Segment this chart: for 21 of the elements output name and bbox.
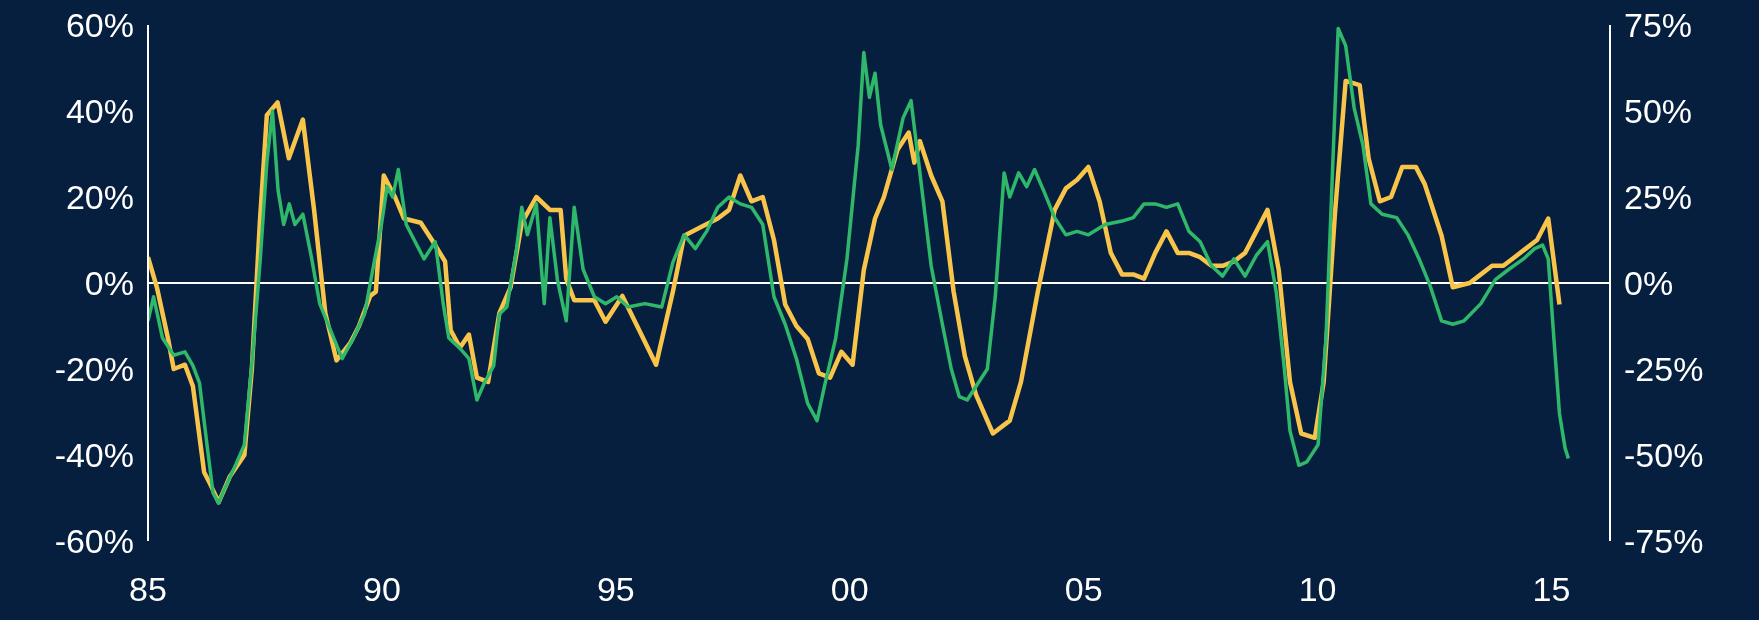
y2-tick-label: -25% [1624, 350, 1704, 389]
y2-tick-label: 75% [1624, 6, 1693, 45]
y-tick-label: 0% [84, 264, 134, 303]
x-tick-label: 95 [596, 570, 635, 609]
x-tick-label: 00 [830, 570, 869, 609]
y2-tick-label: 25% [1624, 178, 1693, 217]
y2-tick-label: -75% [1624, 522, 1704, 561]
x-tick-label: 15 [1532, 570, 1571, 609]
y2-tick-label: 0% [1624, 264, 1674, 303]
y-tick-label: 60% [65, 6, 134, 45]
x-tick-label: 10 [1298, 570, 1337, 609]
y-tick-label: -20% [54, 350, 134, 389]
y2-tick-label: 50% [1624, 92, 1693, 131]
y-tick-label: -40% [54, 436, 134, 475]
y2-tick-label: -50% [1624, 436, 1704, 475]
x-tick-label: 90 [363, 570, 401, 609]
y-tick-label: 20% [65, 178, 134, 217]
y-tick-label: 40% [65, 92, 134, 131]
x-tick-label: 05 [1064, 570, 1103, 609]
x-tick-label: 85 [129, 570, 167, 609]
y-tick-label: -60% [54, 522, 134, 561]
